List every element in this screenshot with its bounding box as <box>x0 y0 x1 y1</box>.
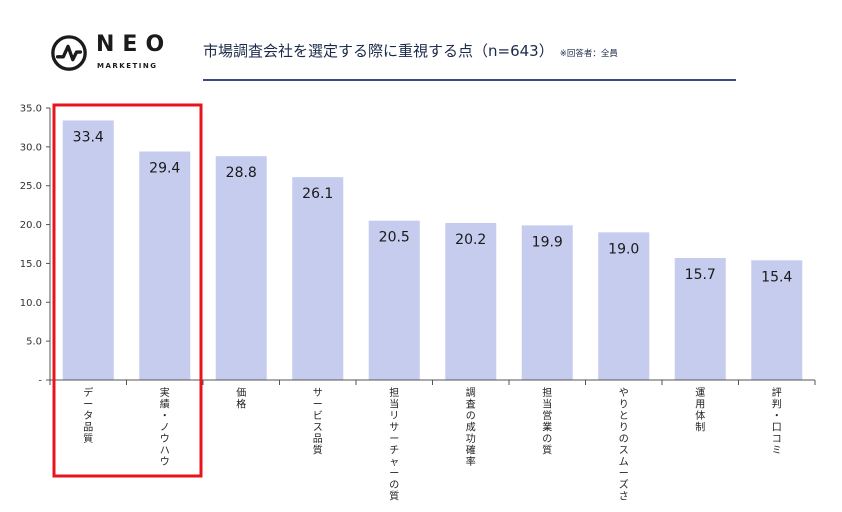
pulse-logo-icon <box>51 35 87 71</box>
category-label: やりとりのスムーズさ <box>619 387 629 503</box>
logo-wordmark: NEO <box>96 32 173 57</box>
category-label: データ品質 <box>83 386 93 445</box>
category-labels: データ品質 実績・ノウハウ 価格 サービス品質 担当リサーチャーの質 調査の成功確率 担当営… <box>83 386 782 503</box>
y-tick-label: - <box>38 376 42 387</box>
value-label: 33.4 <box>73 129 104 145</box>
bar <box>368 220 420 380</box>
category-label: サービス品質 <box>313 387 323 457</box>
chart-header: 市場調査会社を選定する際に重視する点（n=643） ※回答者：全員 <box>203 40 618 61</box>
bar <box>139 151 191 380</box>
value-label: 29.4 <box>149 161 180 177</box>
category-label: 価格 <box>236 386 246 411</box>
title-underline <box>203 79 736 81</box>
category-label: 担当営業の質 <box>542 387 552 457</box>
y-tick-label: 25.0 <box>20 181 42 192</box>
value-label: 20.2 <box>455 232 486 248</box>
y-tick-label: 10.0 <box>20 298 42 309</box>
category-label: 実績・ノウハウ <box>160 386 170 468</box>
bar <box>445 223 497 380</box>
bar <box>215 156 267 380</box>
y-tick-label: 35.0 <box>20 104 42 115</box>
highlight-box <box>52 103 203 478</box>
bar <box>674 257 726 380</box>
bar <box>598 232 650 380</box>
category-label: 評判・口コミ <box>772 386 782 457</box>
value-label: 19.0 <box>608 241 639 257</box>
category-label: 担当リサーチャーの質 <box>389 387 399 503</box>
bar <box>62 120 114 380</box>
value-label: 15.4 <box>761 269 792 285</box>
y-axis: - 5.0 10.0 15.0 20.0 25.0 30.0 35.0 <box>20 104 51 387</box>
bar <box>521 225 573 380</box>
value-label: 20.5 <box>379 230 410 246</box>
bars <box>62 120 803 380</box>
value-label: 26.1 <box>302 186 333 202</box>
y-tick-label: 5.0 <box>26 337 42 348</box>
x-axis <box>49 379 816 385</box>
respondent-note: ※回答者：全員 <box>559 49 618 59</box>
y-tick-label: 30.0 <box>20 142 42 153</box>
logo-tagline: MARKETING <box>97 62 158 70</box>
bar <box>751 260 803 380</box>
neo-marketing-logo: NEO MARKETING <box>50 32 180 82</box>
chart-title: 市場調査会社を選定する際に重視する点（n=643） <box>203 42 554 60</box>
value-label: 28.8 <box>226 165 257 181</box>
category-label: 調査の成功確率 <box>466 386 476 468</box>
bar <box>292 177 344 380</box>
value-labels: 33.4 29.4 28.8 26.1 20.5 20.2 19.9 19.0 15.7 15.4 <box>73 129 793 285</box>
category-label: 運用体制 <box>695 387 705 434</box>
y-tick-label: 20.0 <box>20 220 42 231</box>
value-label: 19.9 <box>532 234 563 250</box>
y-tick-label: 15.0 <box>20 259 42 270</box>
value-label: 15.7 <box>685 267 716 283</box>
